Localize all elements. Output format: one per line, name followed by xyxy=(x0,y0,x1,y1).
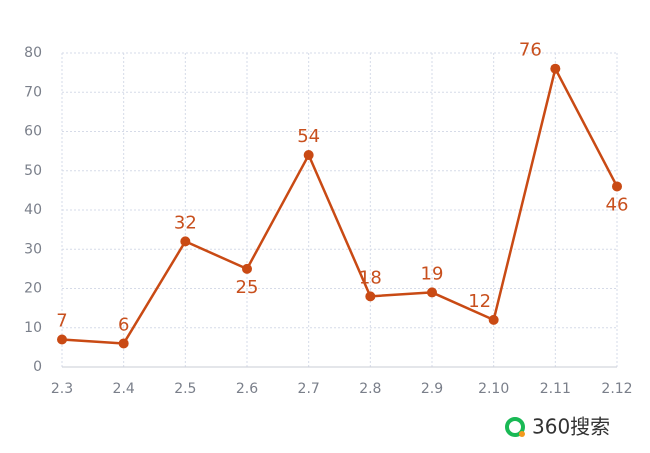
y-tick-label: 50 xyxy=(24,163,42,179)
y-tick-label: 40 xyxy=(24,202,42,218)
y-tick-label: 60 xyxy=(24,124,42,140)
y-tick-label: 10 xyxy=(24,320,42,336)
point xyxy=(365,291,376,302)
x-tick-label: 2.5 xyxy=(174,381,196,397)
data-label: 6 xyxy=(118,314,129,335)
x-tick-label: 2.9 xyxy=(421,381,443,397)
x-tick-label: 2.11 xyxy=(540,381,571,397)
point xyxy=(488,314,499,325)
point xyxy=(303,150,314,161)
watermark-logo xyxy=(505,417,525,437)
x-tick-label: 2.12 xyxy=(601,381,632,397)
point xyxy=(427,287,437,298)
data-label: 25 xyxy=(236,277,259,298)
point xyxy=(118,338,129,349)
data-label: 46 xyxy=(606,194,629,215)
point xyxy=(242,263,252,274)
watermark: 360搜索 xyxy=(532,415,610,439)
data-label: 32 xyxy=(174,212,197,233)
y-tick-label: 30 xyxy=(24,241,42,257)
data-label: 18 xyxy=(359,267,382,288)
data-label: 76 xyxy=(519,40,542,61)
x-tick-label: 2.10 xyxy=(478,381,509,397)
x-tick-label: 2.8 xyxy=(359,381,381,397)
x-tick-label: 2.4 xyxy=(113,381,135,397)
point xyxy=(550,63,561,74)
point xyxy=(180,236,191,247)
y-tick-label: 80 xyxy=(24,45,42,61)
y-tick-label: 70 xyxy=(24,84,42,100)
data-label: 12 xyxy=(468,291,491,312)
y-tick-label: 0 xyxy=(33,359,42,375)
line xyxy=(61,67,619,345)
x-tick-label: 2.7 xyxy=(298,381,320,397)
point xyxy=(612,181,622,192)
y-tick-label: 20 xyxy=(24,281,42,297)
data-label: 7 xyxy=(56,311,67,332)
x-tick-label: 2.6 xyxy=(236,381,258,397)
data-label: 19 xyxy=(421,263,444,284)
data-label: 54 xyxy=(297,126,320,147)
x-tick-label: 2.3 xyxy=(51,381,73,397)
point xyxy=(57,334,67,345)
